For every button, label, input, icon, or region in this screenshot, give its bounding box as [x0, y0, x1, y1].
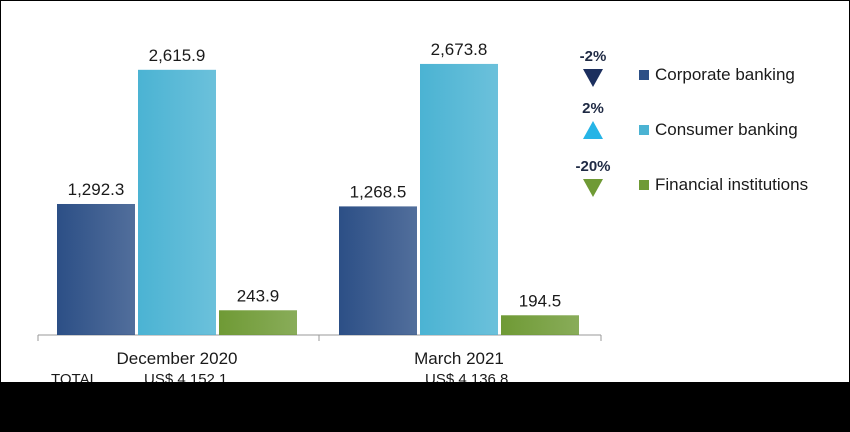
category-label: December 2020 [117, 349, 238, 368]
data-label: 243.9 [237, 286, 280, 305]
bar-corporate-banking-dec-2020 [57, 203, 135, 335]
bar-financial-institutions-mar-2021 [501, 315, 579, 335]
down-triangle-icon [583, 179, 603, 197]
total-mar: US$ 4,136.8 [425, 371, 509, 383]
bar-financial-institutions-dec-2020 [219, 310, 297, 335]
data-label: 1,292.3 [68, 180, 125, 199]
total-label: TOTAL [51, 371, 98, 383]
change-corporate-label: -2% [579, 48, 607, 65]
data-label: 194.5 [519, 291, 562, 310]
legend-swatch [639, 70, 649, 80]
legend-label: Financial institutions [655, 175, 809, 194]
legend-swatch [639, 125, 649, 135]
legend-swatch [639, 180, 649, 190]
legend: Corporate banking Consumer banking Finan… [639, 65, 808, 230]
legend-label: Corporate banking [655, 65, 795, 84]
data-label: 2,615.9 [149, 46, 206, 65]
change-consumer-label: 2% [582, 100, 604, 117]
up-triangle-icon [583, 121, 603, 139]
chart-panel: 1,292.3 2,615.9 243.9 December 2020 1,268.5 2… [0, 0, 850, 383]
category-label: March 2021 [414, 349, 504, 368]
bar-chart: 1,292.3 2,615.9 243.9 December 2020 1,268.5 2… [37, 40, 602, 368]
legend-item-corporate: Corporate banking [639, 65, 808, 85]
down-triangle-icon [583, 69, 603, 87]
change-financial: -20% [563, 157, 623, 197]
change-corporate: -2% [563, 47, 623, 87]
change-financial-label: -20% [575, 158, 611, 175]
bar-consumer-banking-mar-2021 [420, 63, 498, 335]
data-label: 2,673.8 [431, 40, 488, 59]
data-label: 1,268.5 [350, 182, 407, 201]
total-dec: US$ 4,152.1 [144, 371, 228, 383]
legend-label: Consumer banking [655, 120, 798, 139]
legend-item-consumer: Consumer banking [639, 120, 808, 140]
legend-item-financial: Financial institutions [639, 175, 808, 195]
change-consumer: 2% [563, 99, 623, 139]
bar-corporate-banking-mar-2021 [339, 206, 417, 335]
bar-consumer-banking-dec-2020 [138, 69, 216, 335]
